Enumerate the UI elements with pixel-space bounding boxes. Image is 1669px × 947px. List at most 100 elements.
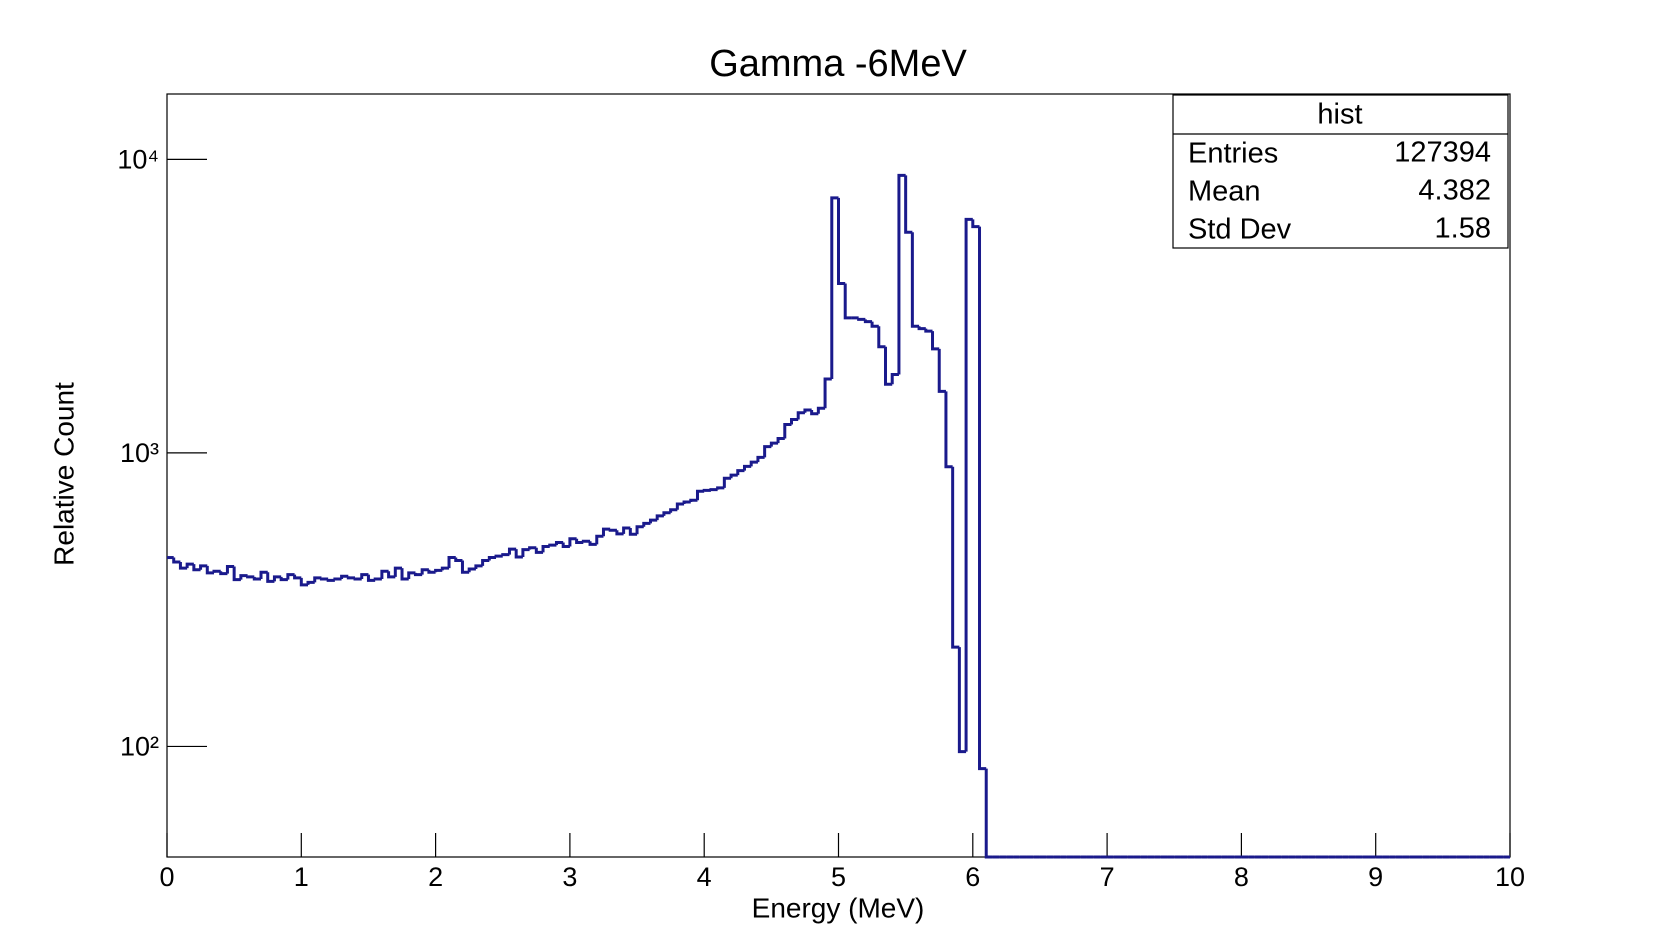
histogram-bin <box>306 580 315 585</box>
histogram-bin <box>454 557 463 562</box>
stats-title: hist <box>1317 99 1362 131</box>
histogram-bin <box>225 565 235 574</box>
histogram-bin <box>286 573 295 580</box>
histogram-bin <box>588 541 597 546</box>
histogram-bin <box>393 566 403 577</box>
stats-value: 1.58 <box>1435 213 1491 245</box>
histogram-bin <box>682 500 691 504</box>
x-tick-label: 5 <box>831 862 846 892</box>
stats-key: Mean <box>1188 176 1261 208</box>
y-axis-label: Relative Count <box>48 382 79 566</box>
histogram-bin <box>742 464 752 471</box>
histogram-bin <box>823 377 832 409</box>
histogram-bin <box>460 560 470 574</box>
stats-key: Entries <box>1188 138 1278 170</box>
histogram-bin <box>400 568 409 581</box>
histogram-bin <box>789 417 799 425</box>
histogram-bin <box>608 528 617 532</box>
histogram-bin <box>904 175 913 234</box>
histogram-bin <box>776 436 785 444</box>
histogram-bin <box>554 541 564 546</box>
histogram-bin <box>185 562 194 569</box>
histogram-bin <box>266 572 275 583</box>
histogram-bin <box>642 521 651 527</box>
histogram-bin <box>910 232 920 328</box>
histogram-bin <box>387 571 396 579</box>
x-tick-label: 7 <box>1100 862 1115 892</box>
y-tick-label: 10⁴ <box>117 144 159 174</box>
histogram-bin <box>239 574 248 580</box>
histogram-bin <box>635 525 644 535</box>
x-tick-label: 9 <box>1368 862 1383 892</box>
histogram-bin <box>924 328 933 333</box>
histogram-bin <box>319 577 329 581</box>
histogram-bin <box>810 410 819 416</box>
histogram-bin <box>481 558 490 566</box>
histogram-bin <box>373 577 382 581</box>
histogram-bin <box>595 534 604 545</box>
histogram-bin <box>702 488 711 492</box>
histogram-bin <box>897 173 906 375</box>
x-tick-label: 2 <box>428 862 443 892</box>
y-tick-label: 10³ <box>120 438 159 468</box>
histogram-bin <box>575 538 584 545</box>
x-tick-label: 0 <box>159 862 174 892</box>
histogram-bin <box>655 514 664 521</box>
histogram-bin <box>346 576 356 580</box>
x-tick-label: 3 <box>562 862 577 892</box>
histogram-bin <box>890 372 899 385</box>
histogram-bin <box>205 565 215 575</box>
histogram-bin <box>615 530 624 536</box>
stats-key: Std Dev <box>1188 214 1292 246</box>
histogram-bin <box>978 226 987 771</box>
histogram-bin <box>689 498 698 503</box>
histogram-bin <box>541 544 550 553</box>
histogram-bin <box>326 578 335 582</box>
histogram-bin <box>212 569 221 573</box>
histogram-bin <box>172 557 181 564</box>
histogram-bin <box>440 566 450 571</box>
stats-value: 4.382 <box>1418 175 1491 207</box>
histogram-bin <box>561 542 570 548</box>
histogram-bin <box>568 537 577 547</box>
histogram-bin <box>299 577 309 587</box>
histogram-bin <box>622 526 631 534</box>
histogram-bin <box>675 502 685 510</box>
histogram-bin <box>313 576 322 583</box>
histogram-bin <box>662 511 671 516</box>
histogram-bin <box>917 326 926 331</box>
histogram-bin <box>769 441 779 447</box>
histogram-bin <box>272 575 282 582</box>
stats-frame <box>1172 94 1509 249</box>
histogram-bin <box>413 572 423 577</box>
histogram-bin <box>722 476 732 488</box>
y-tick-label: 10² <box>120 732 159 762</box>
histogram-bin <box>474 564 483 570</box>
histogram-bin <box>971 219 980 229</box>
x-tick-label: 8 <box>1234 862 1249 892</box>
histogram-bin <box>219 571 228 576</box>
histogram-bin <box>548 543 557 547</box>
histogram-bin <box>420 568 429 575</box>
histogram-bin <box>528 546 537 550</box>
histogram-bin <box>487 556 497 561</box>
histogram-bin <box>407 571 416 579</box>
histogram-bin <box>716 486 725 490</box>
histogram-bin <box>951 466 960 649</box>
histogram-bin <box>427 569 436 574</box>
histogram-bin <box>467 567 476 573</box>
histogram-bin <box>763 445 772 458</box>
histogram-bin <box>837 197 846 285</box>
histogram-bin <box>601 527 611 537</box>
x-tick-label: 6 <box>965 862 980 892</box>
histogram-bin <box>870 321 879 328</box>
histogram-bin <box>695 489 705 501</box>
histogram-bin <box>884 346 893 386</box>
histogram-bin <box>669 508 678 513</box>
histogram-bin <box>796 411 805 420</box>
histogram-bin <box>501 553 510 557</box>
histogram-bin <box>293 574 302 580</box>
x-tick-label: 1 <box>294 862 309 892</box>
histogram-bin <box>178 561 188 570</box>
